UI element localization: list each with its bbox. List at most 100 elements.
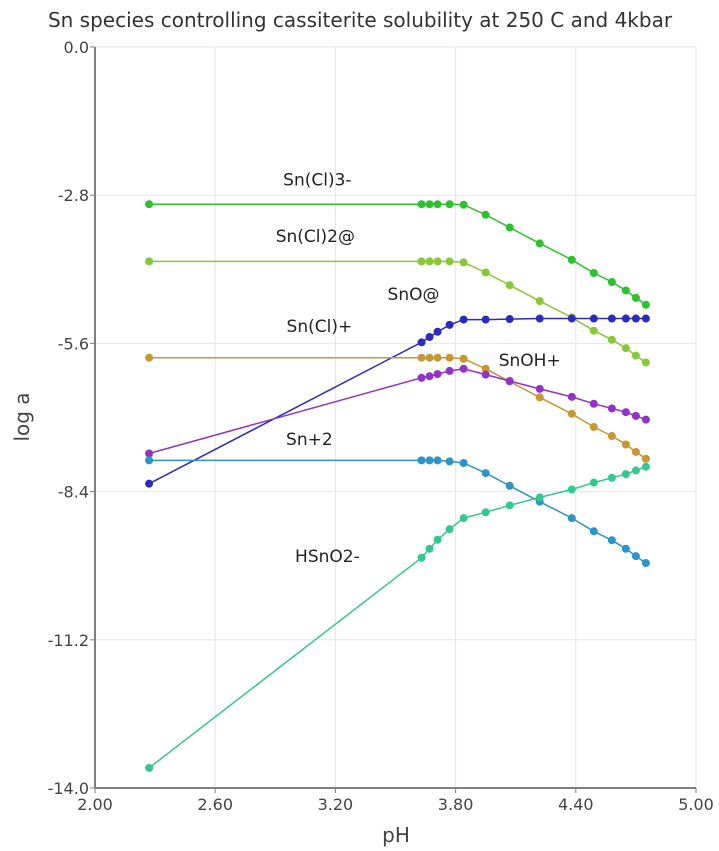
x-axis-title: pH xyxy=(382,823,410,847)
data-point xyxy=(567,409,576,418)
data-point xyxy=(481,210,490,219)
data-point xyxy=(535,297,544,306)
data-point xyxy=(433,456,442,465)
data-point xyxy=(145,257,154,266)
data-point xyxy=(425,353,434,362)
data-point xyxy=(459,258,468,267)
y-tick-label: -5.6 xyxy=(58,334,89,353)
data-point xyxy=(631,293,640,302)
data-point xyxy=(445,200,454,209)
data-point xyxy=(589,423,598,432)
data-point xyxy=(631,466,640,475)
data-point xyxy=(459,364,468,373)
data-point xyxy=(505,281,514,290)
series-sn-cl-3 xyxy=(145,200,650,309)
data-point xyxy=(621,314,630,323)
data-point xyxy=(459,514,468,523)
data-point xyxy=(481,364,490,373)
y-axis-title: log a xyxy=(10,392,34,441)
data-point xyxy=(641,314,650,323)
series-sn-2 xyxy=(145,456,650,568)
data-point xyxy=(589,326,598,335)
data-point xyxy=(417,353,426,362)
data-point xyxy=(607,278,616,287)
data-point xyxy=(145,763,154,772)
data-point xyxy=(459,315,468,324)
data-point xyxy=(145,200,154,209)
data-point xyxy=(621,286,630,295)
data-point xyxy=(433,353,442,362)
data-point xyxy=(433,327,442,336)
x-tick-label: 3.80 xyxy=(438,795,474,814)
data-point xyxy=(425,456,434,465)
data-point xyxy=(445,353,454,362)
series-labels: Sn(Cl)3- Sn(Cl)2@ SnO@ Sn(Cl)+ SnOH+ Sn+2 HSnO… xyxy=(276,171,561,567)
data-point xyxy=(145,456,154,465)
data-point xyxy=(641,358,650,367)
data-point xyxy=(433,370,442,379)
data-point xyxy=(607,335,616,344)
data-point xyxy=(459,354,468,363)
data-point xyxy=(641,415,650,424)
data-point xyxy=(417,338,426,347)
y-tick-label: 0.0 xyxy=(64,38,89,57)
x-tick-label: 3.20 xyxy=(318,795,354,814)
data-point xyxy=(505,501,514,510)
data-point xyxy=(631,314,640,323)
series-label: SnO@ xyxy=(388,285,440,305)
data-point xyxy=(425,544,434,553)
data-series xyxy=(145,200,650,772)
data-point xyxy=(433,257,442,266)
data-point xyxy=(459,200,468,209)
y-tick-label: -2.8 xyxy=(58,186,89,205)
data-point xyxy=(505,376,514,385)
data-point xyxy=(589,527,598,536)
data-point xyxy=(567,514,576,523)
series-line xyxy=(149,459,647,564)
data-point xyxy=(607,432,616,441)
data-point xyxy=(567,314,576,323)
data-point xyxy=(445,320,454,329)
data-point xyxy=(481,268,490,277)
data-point xyxy=(621,344,630,353)
series-sno xyxy=(145,314,650,488)
data-point xyxy=(567,392,576,401)
x-tick-label: 5.00 xyxy=(678,795,714,814)
series-line xyxy=(148,465,647,769)
data-point xyxy=(607,404,616,413)
data-point xyxy=(445,525,454,534)
series-label: SnOH+ xyxy=(499,351,561,371)
data-point xyxy=(589,269,598,278)
tick-labels: 2.00 2.60 3.20 3.80 4.40 5.00 0.0 -2.8 -5.6 -8.4 -… xyxy=(48,38,714,814)
data-point xyxy=(535,493,544,502)
data-point xyxy=(505,223,514,232)
series-label: Sn(Cl)+ xyxy=(287,317,353,337)
data-point xyxy=(641,559,650,568)
y-tick-label: -14.0 xyxy=(48,779,89,798)
series-label: Sn(Cl)2@ xyxy=(276,227,355,247)
axes xyxy=(90,46,697,793)
x-tick-label: 2.00 xyxy=(77,795,113,814)
data-point xyxy=(417,373,426,382)
data-point xyxy=(425,200,434,209)
data-point xyxy=(589,314,598,323)
data-point xyxy=(589,399,598,408)
data-point xyxy=(607,314,616,323)
data-point xyxy=(631,351,640,360)
data-point xyxy=(459,459,468,468)
data-point xyxy=(145,449,154,458)
series-label: Sn(Cl)3- xyxy=(283,171,351,191)
data-point xyxy=(433,200,442,209)
data-point xyxy=(621,544,630,553)
gridlines xyxy=(94,46,697,789)
data-point xyxy=(567,255,576,264)
data-point xyxy=(481,315,490,324)
data-point xyxy=(481,469,490,478)
data-point xyxy=(621,408,630,417)
x-tick-label: 2.60 xyxy=(197,795,233,814)
chart-title: Sn species controlling cassiterite solub… xyxy=(48,8,673,32)
data-point xyxy=(417,553,426,562)
data-point xyxy=(481,508,490,517)
data-point xyxy=(535,384,544,393)
data-point xyxy=(445,366,454,375)
